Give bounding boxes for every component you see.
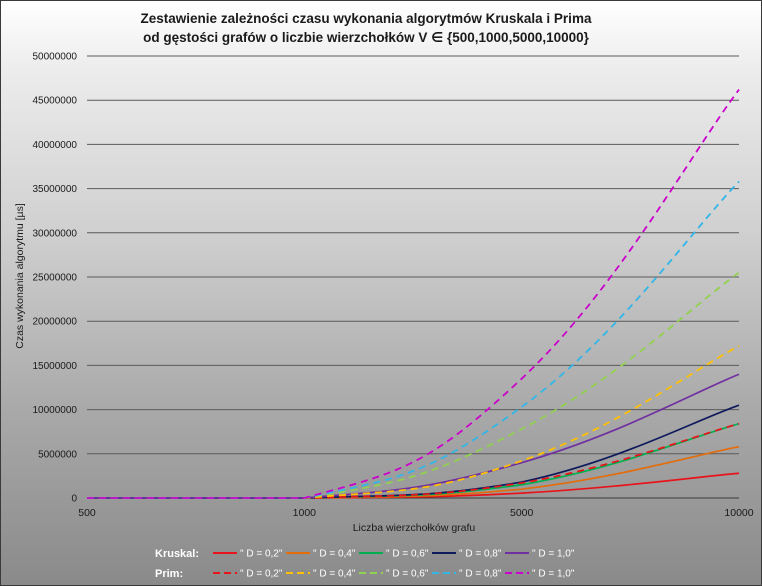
x-tick-label: 1000	[293, 507, 317, 519]
y-tick-label: 30000000	[33, 228, 78, 239]
x-axis-label: Liczba wierzchołków grafu	[353, 522, 476, 534]
y-tick-label: 25000000	[33, 273, 78, 284]
gridlines	[87, 55, 739, 499]
y-axis-ticks: 0 5000000 10000000 15000000 20000000 25000000…	[33, 52, 78, 505]
y-axis-label: Czas wykonania algorytmu [µs]	[14, 203, 26, 349]
legend-entry: " D = 1,0"	[532, 549, 575, 560]
y-tick-label: 45000000	[33, 96, 78, 107]
chart-subtitle: od gęstości grafów o liczbie wierzchołkó…	[143, 30, 590, 45]
series-lines	[87, 89, 740, 499]
legend-entry: " D = 0,6"	[386, 569, 429, 580]
series-line	[87, 89, 740, 499]
series-line	[87, 345, 740, 499]
series-line	[87, 180, 740, 499]
x-tick-label: 5000	[510, 507, 534, 519]
y-tick-label: 0	[71, 494, 77, 505]
legend: Kruskal: " D = 0,2" " D = 0,4" " D = 0,6" " …	[155, 548, 575, 580]
legend-entry: " D = 0,2"	[240, 549, 283, 560]
series-line	[87, 271, 740, 499]
x-axis-ticks: 500 1000 5000 10000	[78, 507, 754, 519]
y-tick-label: 40000000	[33, 140, 78, 151]
series-line	[87, 422, 740, 499]
legend-group-label: Prim:	[155, 568, 183, 580]
x-tick-label: 10000	[724, 507, 753, 519]
legend-entry: " D = 0,4"	[313, 569, 356, 580]
chart-title: Zestawienie zależności czasu wykonania a…	[141, 11, 592, 26]
legend-entry: " D = 0,4"	[313, 549, 356, 560]
legend-entry: " D = 0,6"	[386, 549, 429, 560]
y-tick-label: 10000000	[33, 405, 78, 416]
y-tick-label: 15000000	[33, 361, 78, 372]
y-tick-label: 35000000	[33, 184, 78, 195]
series-line	[87, 373, 740, 499]
legend-entry: " D = 1,0"	[532, 569, 575, 580]
y-tick-label: 50000000	[33, 52, 78, 63]
y-tick-label: 20000000	[33, 317, 78, 328]
y-tick-label: 5000000	[38, 449, 77, 460]
legend-entry: " D = 0,8"	[459, 549, 502, 560]
legend-group-label: Kruskal:	[155, 548, 199, 560]
legend-entry: " D = 0,8"	[459, 569, 502, 580]
legend-entry: " D = 0,2"	[240, 569, 283, 580]
x-tick-label: 500	[78, 507, 96, 519]
